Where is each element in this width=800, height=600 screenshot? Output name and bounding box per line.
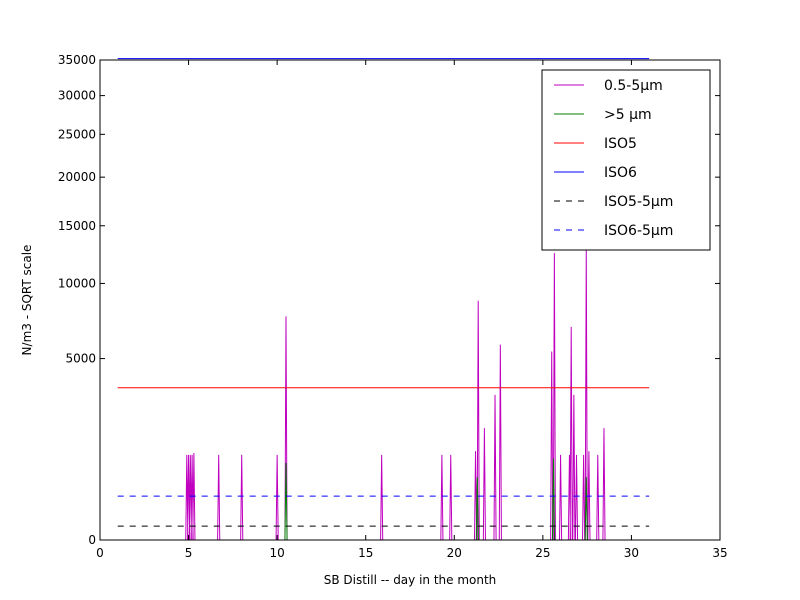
ticks-layer: 0 5 10 15 20 25 30 35 0 5000 10000 15000 20000 25000 3… bbox=[58, 53, 728, 560]
y-axis-label: N/m3 - SQRT scale bbox=[20, 245, 34, 356]
x-axis-label: SB Distill -- day in the month bbox=[324, 573, 497, 587]
x-tick-label: 35 bbox=[712, 546, 727, 560]
legend: 0.5-5µm >5 µm ISO5 ISO6 ISO5-5µm ISO6-5µm bbox=[541, 69, 711, 251]
legend-label-iso5: ISO5 bbox=[604, 136, 637, 152]
y-tick-label: 20000 bbox=[58, 170, 96, 184]
series-0-5-5um-line bbox=[117, 247, 650, 541]
x-tick-label: 0 bbox=[96, 546, 104, 560]
y-tick-label: 35000 bbox=[58, 53, 96, 67]
y-tick-label: 25000 bbox=[58, 127, 96, 141]
x-tick-label: 15 bbox=[358, 546, 373, 560]
legend-box bbox=[541, 69, 711, 251]
x-tick-label: 20 bbox=[447, 546, 462, 560]
x-tick-label: 30 bbox=[624, 546, 639, 560]
y-tick-label: 10000 bbox=[58, 276, 96, 290]
y-tick-label: 30000 bbox=[58, 89, 96, 103]
x-tick-label: 10 bbox=[270, 546, 285, 560]
legend-label-0-5-5um: 0.5-5µm bbox=[604, 78, 663, 94]
plot-frame bbox=[99, 59, 721, 541]
legend-label-gt5-um: >5 µm bbox=[604, 107, 652, 123]
legend-label-iso5-5um: ISO5-5µm bbox=[604, 194, 673, 210]
y-tick-label: 15000 bbox=[58, 219, 96, 233]
legend-label-iso6: ISO6 bbox=[604, 165, 637, 181]
x-tick-label: 25 bbox=[535, 546, 550, 560]
y-tick-label: 5000 bbox=[65, 352, 96, 366]
y-tick-label: 0 bbox=[88, 533, 96, 547]
x-tick-label: 5 bbox=[185, 546, 193, 560]
legend-label-iso6-5um: ISO6-5µm bbox=[604, 223, 673, 239]
